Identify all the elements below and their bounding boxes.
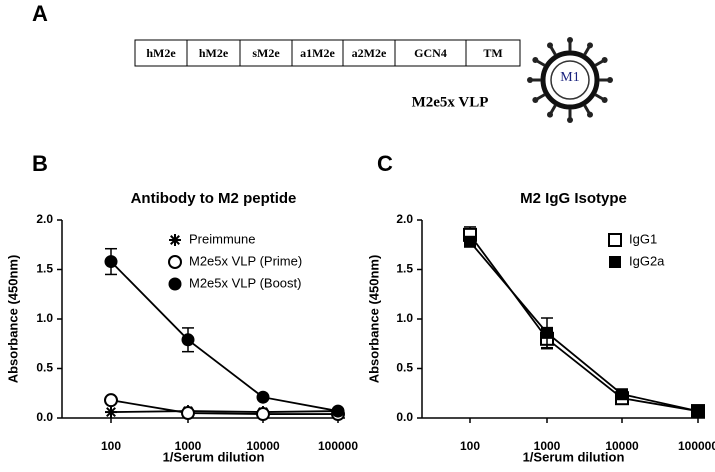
y-axis-label: Absorbance (450nm) — [366, 255, 381, 384]
spike-head — [547, 111, 553, 118]
chart-title: Antibody to M2 peptide — [131, 190, 297, 207]
segment-label: sM2e — [252, 46, 280, 60]
marker — [168, 277, 182, 291]
marker — [331, 404, 345, 418]
spike-head — [587, 42, 593, 49]
spike-head — [527, 77, 533, 83]
segment-label: hM2e — [199, 46, 229, 60]
x-tick-label: 1000 — [534, 439, 561, 453]
spike-head — [532, 97, 539, 103]
segment-label: TM — [483, 46, 502, 60]
marker — [256, 390, 270, 404]
x-tick-label: 100000 — [318, 439, 358, 453]
spike-head — [547, 42, 553, 49]
chart-title: M2 IgG Isotype — [520, 190, 627, 207]
particle-label: M1 — [560, 70, 579, 85]
marker — [608, 233, 622, 247]
segment-label: hM2e — [146, 46, 176, 60]
vlp-shell — [540, 50, 600, 110]
spike-head — [567, 37, 573, 43]
spike-head — [587, 111, 593, 118]
marker — [692, 405, 704, 418]
marker-stroke — [170, 235, 180, 245]
y-tick-label: 0.5 — [396, 361, 413, 375]
marker — [609, 256, 621, 268]
y-axis-label: Absorbance (450nm) — [5, 255, 20, 384]
x-tick-label: 10000 — [246, 439, 280, 453]
panel-label: B — [32, 151, 48, 176]
segment-label: a2M2e — [352, 46, 387, 60]
marker — [616, 388, 628, 401]
x-axis-label: 1/Serum dilution — [163, 449, 265, 464]
diagram-caption: M2e5x VLP — [412, 94, 489, 110]
x-tick-label: 100 — [101, 439, 121, 453]
legend-label: Preimmune — [189, 231, 255, 246]
marker — [104, 393, 118, 408]
y-tick-label: 0.0 — [36, 410, 53, 424]
series-line — [469, 241, 699, 412]
marker — [541, 326, 553, 339]
x-tick-label: 10000 — [605, 439, 639, 453]
y-tick-label: 1.5 — [36, 262, 53, 276]
x-tick-label: 100 — [460, 439, 480, 453]
y-tick-label: 1.5 — [396, 262, 413, 276]
panel-label: A — [32, 1, 48, 26]
legend-label: M2e5x VLP (Prime) — [189, 253, 302, 268]
marker — [105, 406, 117, 419]
marker — [181, 406, 195, 421]
vlp-particle — [527, 37, 613, 123]
legend-label: M2e5x VLP (Boost) — [189, 275, 301, 290]
series-line — [110, 260, 339, 412]
spike-head — [601, 97, 608, 103]
spike-head — [532, 57, 539, 63]
spike-head — [567, 117, 573, 123]
marker — [256, 407, 270, 422]
y-tick-label: 2.0 — [36, 212, 53, 226]
marker — [169, 234, 181, 246]
vlp-core — [550, 60, 590, 100]
segment-label: GCN4 — [414, 46, 447, 60]
marker — [181, 333, 195, 347]
marker-stroke — [106, 407, 116, 418]
series-line — [110, 410, 339, 413]
legend-label: IgG1 — [629, 231, 657, 246]
series-line — [110, 399, 338, 415]
y-tick-label: 0.0 — [396, 410, 413, 424]
legend-label: IgG2a — [629, 253, 665, 268]
x-tick-label: 100000 — [678, 439, 715, 453]
y-tick-label: 2.0 — [396, 212, 413, 226]
x-tick-label: 1000 — [175, 439, 202, 453]
segment-label: a1M2e — [300, 46, 335, 60]
y-tick-label: 0.5 — [36, 361, 53, 375]
spike-head — [601, 57, 608, 63]
panel-label: C — [377, 151, 393, 176]
marker — [168, 255, 182, 269]
construct-box — [134, 39, 521, 67]
y-tick-label: 1.0 — [36, 311, 53, 325]
marker — [464, 235, 476, 248]
x-axis-label: 1/Serum dilution — [523, 449, 625, 464]
y-tick-label: 1.0 — [396, 311, 413, 325]
spike-head — [607, 77, 613, 83]
marker — [104, 255, 118, 269]
